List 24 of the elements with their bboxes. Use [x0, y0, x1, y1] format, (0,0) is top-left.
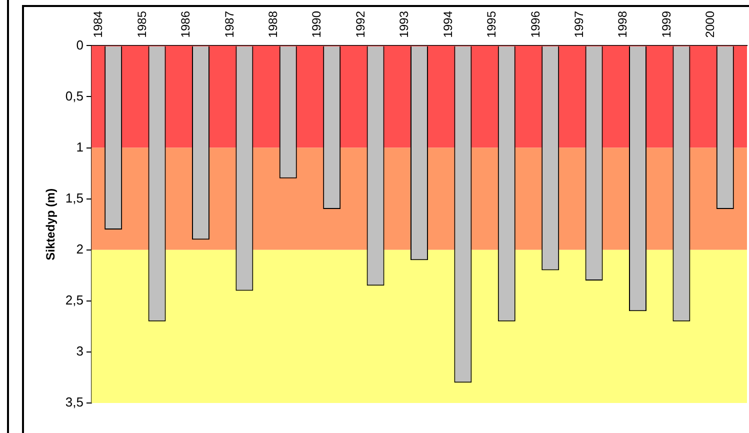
- y-tick-label: 0: [76, 37, 84, 52]
- y-tick-label: 3,5: [65, 394, 84, 410]
- x-tick-label: 1998: [616, 10, 630, 38]
- x-tick-label: 1984: [91, 10, 106, 38]
- y-tick-label: 0,5: [65, 88, 84, 104]
- y-tick-label: 3: [76, 344, 84, 359]
- y-tick-label: 2,5: [65, 292, 84, 308]
- x-tick-label: 1995: [484, 10, 499, 38]
- x-tick-label: 1994: [440, 10, 455, 38]
- x-tick-label: 1987: [222, 10, 236, 38]
- x-tick-label: 1990: [310, 10, 324, 38]
- x-tick-label: 1985: [134, 10, 149, 38]
- x-tick-label: 1992: [353, 10, 368, 38]
- x-tick-label: 1996: [528, 10, 542, 38]
- y-tick-label: 1: [76, 139, 84, 154]
- x-tick-label: 2000: [703, 10, 718, 38]
- x-tick-label: 1997: [572, 10, 586, 38]
- y-tick-label: 1,5: [65, 190, 84, 206]
- x-tick-label: 1988: [266, 10, 280, 38]
- x-tick-label: 1993: [397, 10, 412, 38]
- y-axis-title: Siktedyp (m): [44, 188, 58, 260]
- y-tick-label: 2: [76, 241, 84, 256]
- x-tick-label: 1999: [659, 10, 674, 38]
- x-tick-label: 1986: [178, 10, 193, 38]
